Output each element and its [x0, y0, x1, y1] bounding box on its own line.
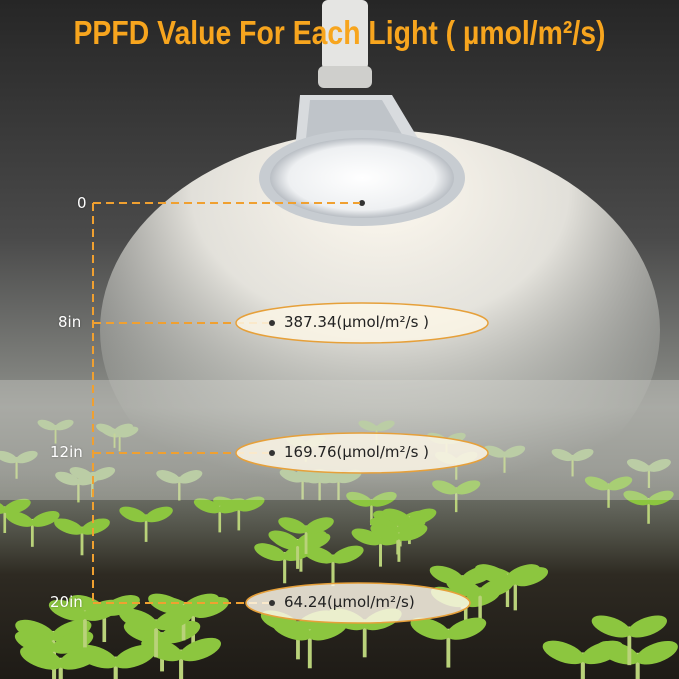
- seedling-leaf: [446, 617, 487, 640]
- seedling-leaf: [14, 630, 56, 654]
- seedling-leaf: [271, 618, 312, 641]
- seedling-leaf: [3, 498, 31, 514]
- seedling-leaf: [118, 426, 139, 438]
- page-title: PPFD Value For Each Light ( µmol/m²/s): [73, 14, 606, 51]
- seedling-leaf: [20, 645, 63, 670]
- seedling-leaf: [648, 458, 671, 472]
- seedling-leaf: [446, 577, 482, 598]
- seedling-leaf: [591, 615, 631, 638]
- seedling-leaf: [626, 458, 650, 472]
- distance-label-8in: 8in: [58, 313, 82, 331]
- measure-dot: [269, 320, 275, 326]
- value-ellipses: [235, 302, 489, 624]
- seedling-leaf: [156, 470, 181, 484]
- seedling-leaf: [80, 518, 110, 535]
- ppfd-value-8in: 387.34(µmol/m²/s ): [284, 313, 430, 331]
- seedling-leaf: [647, 490, 674, 506]
- seedling-leaf: [51, 619, 92, 643]
- seedling-leaf: [160, 621, 201, 644]
- seedling-leaf: [179, 637, 221, 662]
- seedling-leaf: [119, 506, 148, 523]
- seedling-leaf: [268, 530, 299, 548]
- seedling-leaf: [382, 508, 411, 525]
- measure-dot: [269, 450, 275, 456]
- seedling-leaf: [52, 630, 94, 654]
- seedling-leaf: [83, 599, 122, 621]
- seedling-leaf: [37, 419, 57, 431]
- seedling-leaf: [59, 645, 102, 670]
- seedling-leaf: [154, 608, 194, 631]
- seedling-leaf: [351, 528, 382, 546]
- seedling-leaf: [607, 476, 633, 491]
- seedling-leaf: [506, 564, 540, 584]
- seedling-leaf: [96, 423, 116, 435]
- seedling-leaf: [346, 491, 373, 507]
- seedling-leaf: [627, 615, 667, 638]
- bulb-icon: [259, 0, 465, 226]
- seedling-leaf: [141, 637, 183, 662]
- seedling-leaf: [432, 480, 458, 495]
- seedling-leaf: [148, 593, 186, 615]
- seedling-leaf: [455, 480, 481, 495]
- seedling-leaf: [254, 543, 286, 561]
- seedling-leaf: [551, 448, 574, 462]
- seedling-leaf: [483, 445, 506, 458]
- seedling-leaf: [15, 450, 38, 464]
- seedling-leaf: [375, 420, 395, 432]
- seedling-leaf: [370, 491, 397, 507]
- seedling-leaf: [571, 448, 594, 462]
- seedling-tray: [0, 470, 679, 679]
- seedling-leaf: [193, 498, 221, 514]
- seedling-leaf: [113, 423, 133, 435]
- seedling-leaf: [69, 467, 94, 481]
- seedling-leaf: [237, 496, 265, 512]
- seedling-leaf: [144, 506, 173, 523]
- seedling-leaf: [296, 530, 327, 548]
- ppfd-value-20in: 64.24(µmol/m²/s): [284, 593, 415, 611]
- seedling-leaf: [410, 617, 450, 640]
- seedling-leaf: [478, 577, 514, 598]
- seedling-leaf: [54, 518, 84, 535]
- seedling-leaf: [503, 445, 526, 458]
- ppfd-value-12in: 169.76(µmol/m²/s ): [284, 443, 430, 461]
- seedling-leaf: [331, 545, 364, 564]
- seedling-leaf: [178, 470, 203, 484]
- seedling-leaf: [31, 510, 60, 527]
- seedling-leaf: [623, 490, 650, 506]
- seedling-leaf: [0, 450, 18, 464]
- measure-dot: [269, 600, 275, 606]
- seedling-leaf: [296, 469, 321, 484]
- distance-label-12in: 12in: [50, 443, 83, 461]
- seedling-leaf: [584, 476, 610, 491]
- seedling-leaf: [48, 599, 87, 621]
- seedling-leaf: [370, 524, 401, 541]
- distance-label-20in: 20in: [50, 593, 83, 611]
- seedling-leaf: [279, 469, 304, 483]
- seedling-leaf: [54, 419, 74, 431]
- seedling-leaf: [119, 608, 158, 631]
- seedling-leaf: [55, 471, 80, 486]
- seedling-leaf: [304, 517, 334, 534]
- seedling-leaf: [358, 420, 378, 432]
- seedling-leaf: [5, 510, 34, 527]
- seedling-leaf: [635, 640, 678, 665]
- seedling-leaf: [91, 467, 116, 481]
- distance-label-0: 0: [77, 194, 87, 212]
- seedling-leaf: [218, 498, 246, 514]
- seedling-leaf: [542, 640, 585, 665]
- seedling-leaf: [581, 640, 624, 665]
- seedling-leaf: [397, 524, 428, 541]
- seedling-leaf: [278, 517, 308, 534]
